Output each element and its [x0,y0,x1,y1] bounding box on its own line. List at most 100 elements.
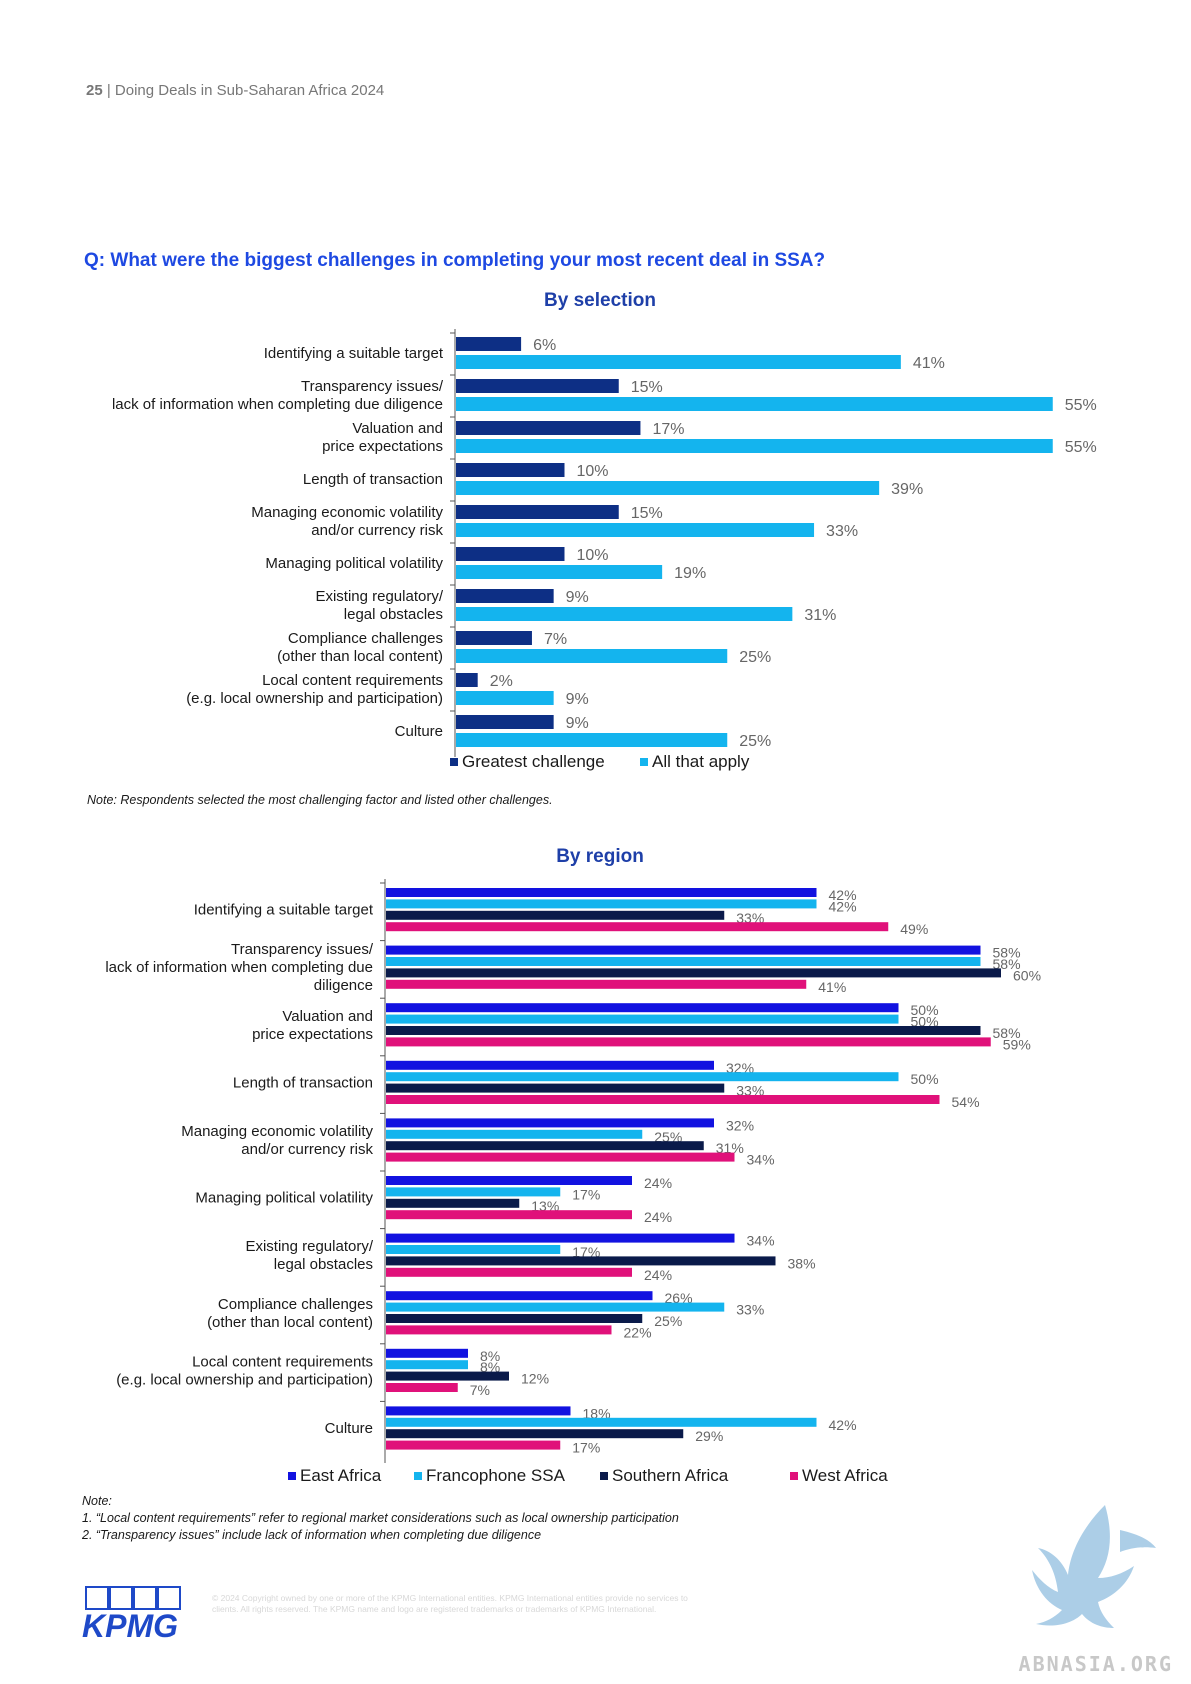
bar [456,481,880,495]
data-label: 24% [644,1175,672,1191]
bar [386,1291,653,1301]
bar [456,673,478,687]
bar [456,691,554,705]
bar [386,1371,509,1381]
data-label: 54% [952,1094,980,1110]
page-header: 25 | Doing Deals in Sub-Saharan Africa 2… [86,82,384,99]
chart-2-note-2: 2. “Transparency issues” include lack of… [82,1528,542,1542]
data-label: 38% [788,1255,816,1271]
category-label: Valuation and [282,1008,373,1025]
data-label: 33% [826,523,858,540]
bar [456,355,901,369]
category-label: Identifying a suitable target [194,902,374,919]
bar [386,1072,899,1082]
data-label: 58% [993,945,1021,961]
bar [456,733,728,747]
kpmg-logo-text: KPMG [82,1608,178,1641]
bar [386,1037,991,1047]
data-label: 13% [531,1198,559,1214]
category-label: Culture [395,723,443,740]
data-label: 22% [624,1324,652,1340]
category-label: (e.g. local ownership and participation) [116,1371,373,1388]
legend-swatch [790,1472,798,1480]
bar [386,1429,684,1439]
legend-swatch [600,1472,608,1480]
bar [386,1417,817,1427]
data-label: 50% [911,1014,939,1030]
category-label: (other than local content) [277,648,443,665]
kpmg-logo: KPMG [82,1586,181,1641]
data-label: 55% [1065,439,1097,456]
data-label: 9% [566,691,589,708]
legend-label: Southern Africa [612,1466,729,1485]
bar [386,1198,520,1208]
category-label: (e.g. local ownership and participation) [186,690,443,707]
legend-swatch [450,758,458,766]
data-label: 2% [490,673,513,690]
bar [386,899,817,909]
chart-by-selection: Identifying a suitable target 6% 41% Transp… [112,329,1097,771]
bar [386,957,981,966]
data-label: 17% [652,421,684,438]
category-label: lack of information when completing due … [112,396,443,413]
bar [456,715,554,729]
data-label: 50% [911,1071,939,1087]
data-label: 24% [644,1267,672,1283]
data-label: 33% [736,1302,764,1318]
legend-label: Francophone SSA [426,1466,566,1485]
bar [386,1083,725,1093]
bar [386,1095,940,1104]
bar [386,1267,632,1277]
data-label: 32% [726,1060,754,1076]
bar [456,505,619,519]
bar [386,1141,704,1151]
data-label: 15% [631,505,663,522]
bar [456,337,522,351]
bar [386,1302,725,1312]
data-label: 24% [644,1209,672,1225]
data-label: 34% [747,1152,775,1168]
bar [386,1256,776,1266]
data-label: 42% [829,898,857,914]
bar [386,1314,643,1323]
bar [456,547,565,561]
chart-2-title: By region [556,846,644,867]
legend-label: Greatest challenge [462,752,605,771]
legend-swatch [414,1472,422,1480]
data-label: 12% [521,1371,549,1387]
bar [386,968,1001,978]
bar [386,922,889,932]
bar [456,649,728,663]
category-label: legal obstacles [274,1256,373,1273]
category-label: Length of transaction [233,1074,373,1091]
chart-1-note: Note: Respondents selected the most chal… [87,793,553,807]
data-label: 33% [736,1083,764,1099]
category-label: Managing political volatility [265,555,443,572]
bar [386,1325,612,1335]
copyright-text: © 2024 Copyright owned by one or more of… [212,1593,688,1614]
data-label: 41% [818,979,846,995]
header-separator: | [102,82,115,99]
data-label: 25% [739,733,771,750]
data-label: 18% [583,1405,611,1421]
bar [386,979,807,989]
category-label: Managing economic volatility [181,1123,373,1140]
watermark-text: ABNASIA.ORG [1018,1652,1173,1676]
category-label: Transparency issues/ [231,941,374,958]
data-label: 7% [470,1382,490,1398]
bar [386,1210,632,1220]
category-label: Transparency issues/ [301,378,444,395]
category-label: price expectations [252,1026,373,1043]
bar [386,1360,468,1370]
bar [456,421,641,435]
category-label: Existing regulatory/ [245,1238,373,1255]
bar [386,1060,714,1070]
data-label: 31% [716,1140,744,1156]
category-label: and/or currency risk [241,1141,373,1158]
category-label: Local content requirements [192,1353,373,1370]
chart-2-note-title: Note: [82,1494,112,1508]
bar [386,1026,981,1035]
data-label: 31% [804,607,836,624]
bar [386,1014,899,1024]
bar [456,607,793,621]
